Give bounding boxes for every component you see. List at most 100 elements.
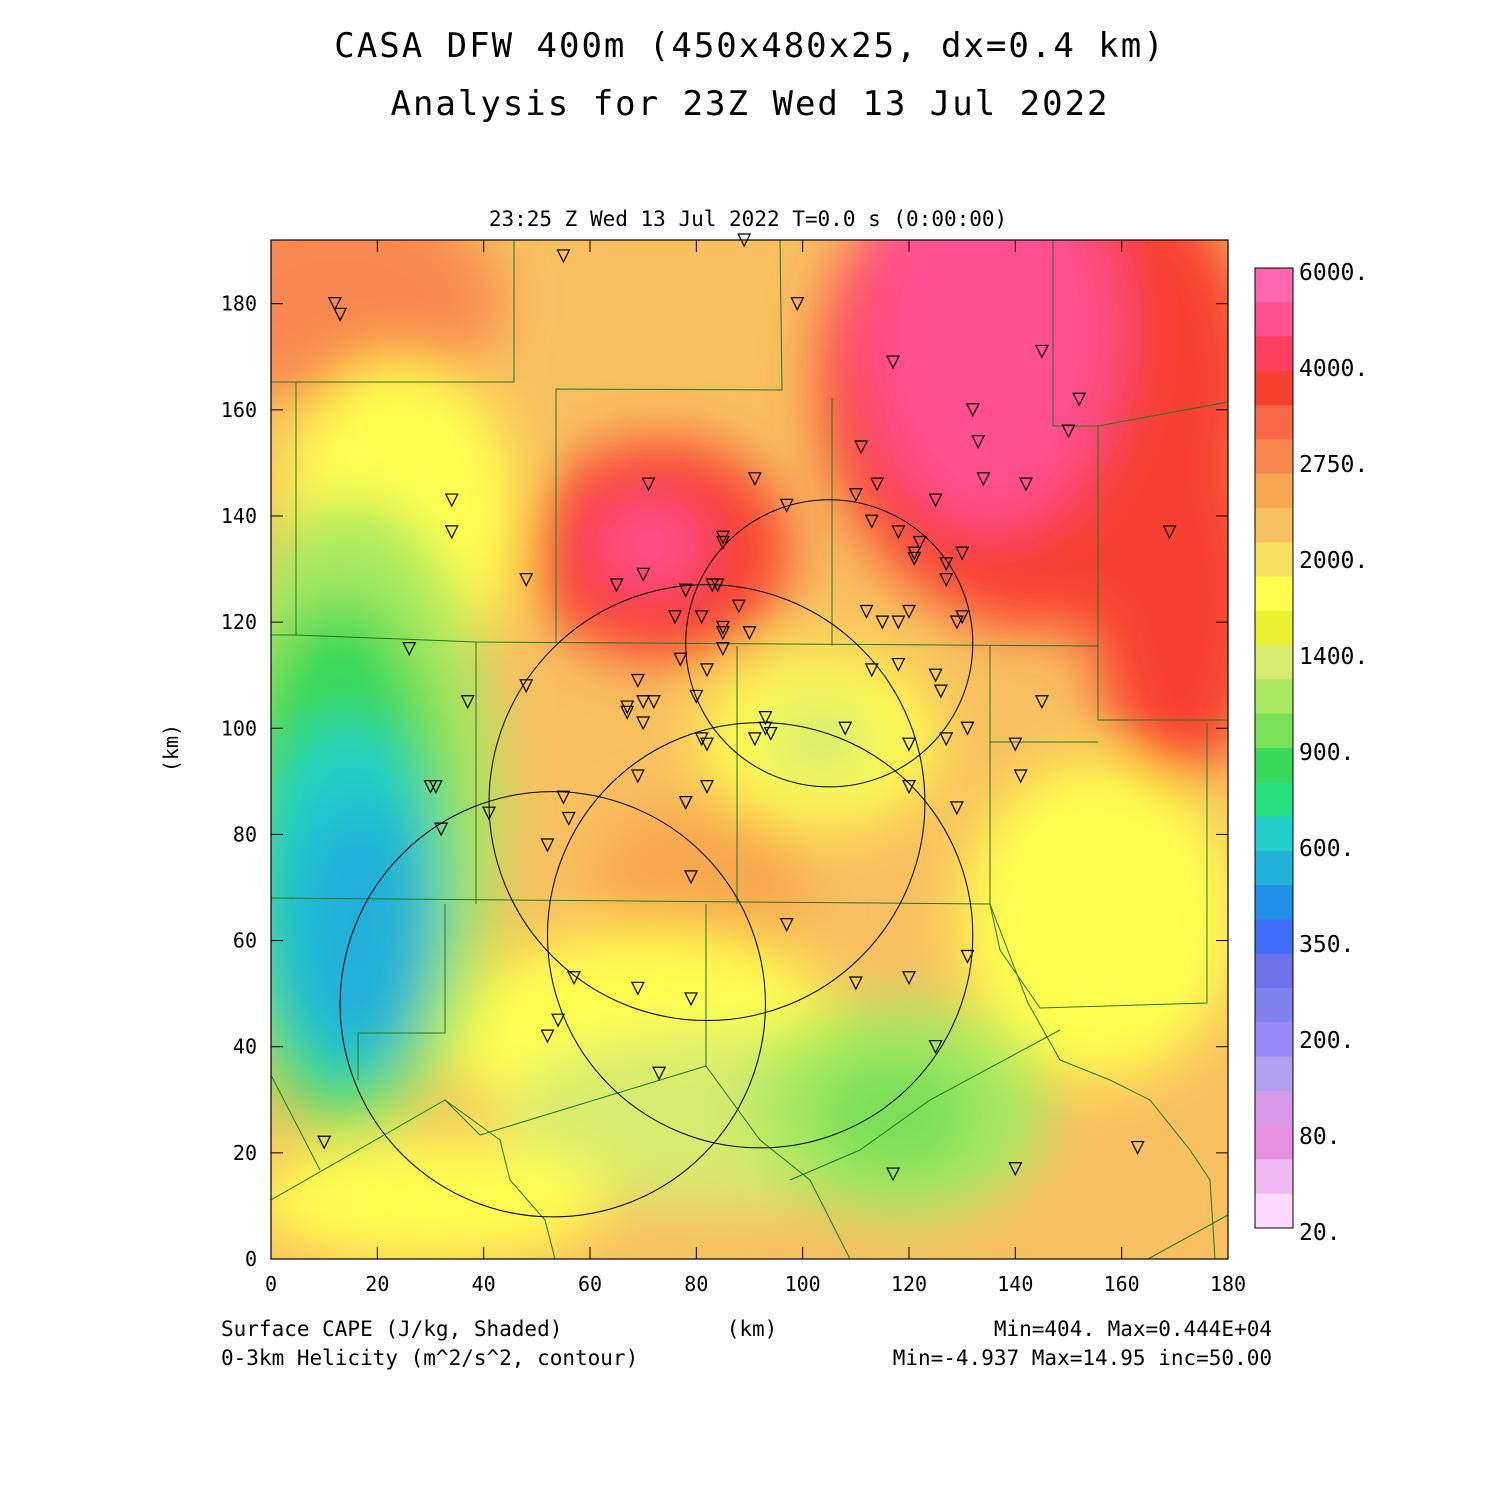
station-marker-icon: [960, 949, 975, 964]
station-marker-icon: [779, 918, 794, 932]
range-ring: [488, 584, 926, 1022]
range-ring: [685, 499, 974, 788]
station-marker-icon: [540, 1029, 555, 1044]
station-marker-icon: [630, 981, 645, 996]
station-marker-icon: [758, 721, 773, 736]
map-title: CASA DFW 400m (450x480x25, dx=0.4 km): [334, 26, 1166, 66]
colorbar-swatch: [1255, 885, 1293, 920]
x-tick-label: 100: [785, 1272, 821, 1296]
colorbar-swatch: [1255, 610, 1293, 646]
footer-field-cape: Surface CAPE (J/kg, Shaded): [221, 1317, 562, 1341]
station-marker-icon: [699, 663, 714, 678]
station-marker-icon: [790, 297, 805, 312]
colorbar-label: 350.: [1299, 932, 1354, 958]
cape-colorbar: [1254, 267, 1294, 1229]
y-tick-label: 100: [221, 716, 257, 740]
colorbar-label: 80.: [1299, 1124, 1341, 1150]
station-marker-icon: [715, 642, 730, 657]
valid-time-label: 23:25 Z Wed 13 Jul 2022 T=0.0 s (0:00:00…: [489, 207, 1007, 231]
colorbar-labels: 6000. 4000. 2750. 2000. 1400. 900. 600. 350. 200…: [1299, 260, 1368, 1246]
station-marker-icon: [482, 806, 496, 821]
station-marker-icon: [939, 732, 954, 747]
station-marker-icon: [902, 737, 916, 752]
colorbar-swatch: [1255, 679, 1293, 715]
colorbar-swatch: [1255, 748, 1293, 783]
x-tick-label: 180: [1210, 1272, 1246, 1296]
y-tick-label: 160: [221, 398, 257, 422]
station-marker-icon: [715, 620, 730, 635]
station-marker-icon: [710, 578, 725, 593]
station-marker-icon: [519, 573, 534, 588]
colorbar-label: 20.: [1299, 1220, 1341, 1246]
station-marker-icon: [907, 546, 922, 561]
station-marker-icon: [636, 716, 651, 731]
station-marker-icon: [1008, 1162, 1023, 1177]
x-tick-label: 160: [1104, 1272, 1140, 1296]
station-marker-icon: [652, 1066, 667, 1081]
colorbar-swatch: [1255, 542, 1293, 578]
colorbar-swatch: [1255, 1159, 1293, 1195]
station-marker-icon: [864, 514, 879, 529]
station-marker-icon: [699, 780, 714, 794]
colorbar-swatch: [1255, 1125, 1293, 1160]
station-marker-icon: [641, 477, 656, 492]
colorbar-label: 2000.: [1299, 548, 1368, 574]
colorbar-swatch: [1255, 1022, 1293, 1058]
station-marker-icon: [684, 992, 698, 1007]
x-tick-label: 80: [684, 1272, 708, 1296]
station-marker-icon: [763, 726, 778, 741]
station-marker-icon: [1162, 525, 1177, 540]
station-marker-icon: [327, 297, 342, 312]
station-marker-icon: [678, 583, 693, 598]
colorbar-label: 200.: [1299, 1028, 1354, 1054]
footer-field-helicity: 0-3km Helicity (m^2/s^2, contour): [221, 1346, 638, 1370]
station-marker-icon: [715, 626, 730, 641]
x-tick-label: 140: [997, 1272, 1033, 1296]
station-marker-icon: [731, 599, 746, 614]
x-axis-label: (km): [727, 1317, 778, 1341]
colorbar-swatch: [1255, 405, 1293, 440]
station-marker-icon: [684, 870, 698, 885]
station-marker-icon: [949, 615, 964, 630]
station-marker-icon: [976, 472, 991, 487]
y-tick-label: 40: [233, 1035, 257, 1059]
colorbar-swatch: [1255, 782, 1293, 818]
station-marker-icon: [556, 790, 571, 805]
station-marker-icon: [636, 567, 651, 582]
station-marker-icon: [928, 1040, 943, 1055]
station-marker-icon: [902, 604, 916, 619]
colorbar-swatch: [1255, 473, 1293, 509]
station-marker-icon: [891, 525, 906, 540]
station-marker-icon: [556, 249, 571, 264]
station-marker-icon: [939, 557, 954, 572]
station-marker-icon: [955, 546, 970, 561]
x-tick-label: 120: [891, 1272, 927, 1296]
colorbar-swatch: [1255, 919, 1293, 955]
station-marker-icon: [636, 695, 651, 710]
station-marker-icon: [848, 488, 863, 503]
station-marker-icon: [742, 626, 757, 641]
station-marker-icon: [673, 652, 688, 667]
colorbar-label: 6000.: [1299, 260, 1368, 286]
station-marker-icon: [891, 615, 906, 630]
colorbar-swatch: [1255, 370, 1293, 406]
station-marker-icon: [902, 971, 916, 986]
station-marker-icon: [646, 695, 661, 710]
station-marker-icon: [960, 721, 975, 736]
station-marker-icon: [971, 435, 986, 450]
station-marker-icon: [402, 642, 417, 657]
footer-stats-helicity: Min=-4.937 Max=14.95 inc=50.00: [893, 1346, 1272, 1370]
colorbar-label: 1400.: [1299, 644, 1368, 670]
y-tick-label: 80: [233, 822, 257, 846]
station-marker-icon: [1018, 477, 1033, 492]
colorbar-swatch: [1255, 268, 1293, 303]
colorbar-swatch: [1255, 988, 1293, 1023]
x-tick-label: 40: [472, 1272, 496, 1296]
station-marker-icon: [689, 689, 704, 704]
station-marker-icon: [694, 732, 709, 747]
station-marker-icon: [955, 610, 970, 625]
station-marker-icon: [886, 355, 901, 370]
footer-stats-cape: Min=404. Max=0.444E+04: [994, 1317, 1272, 1341]
station-marker-icon: [317, 1135, 332, 1150]
